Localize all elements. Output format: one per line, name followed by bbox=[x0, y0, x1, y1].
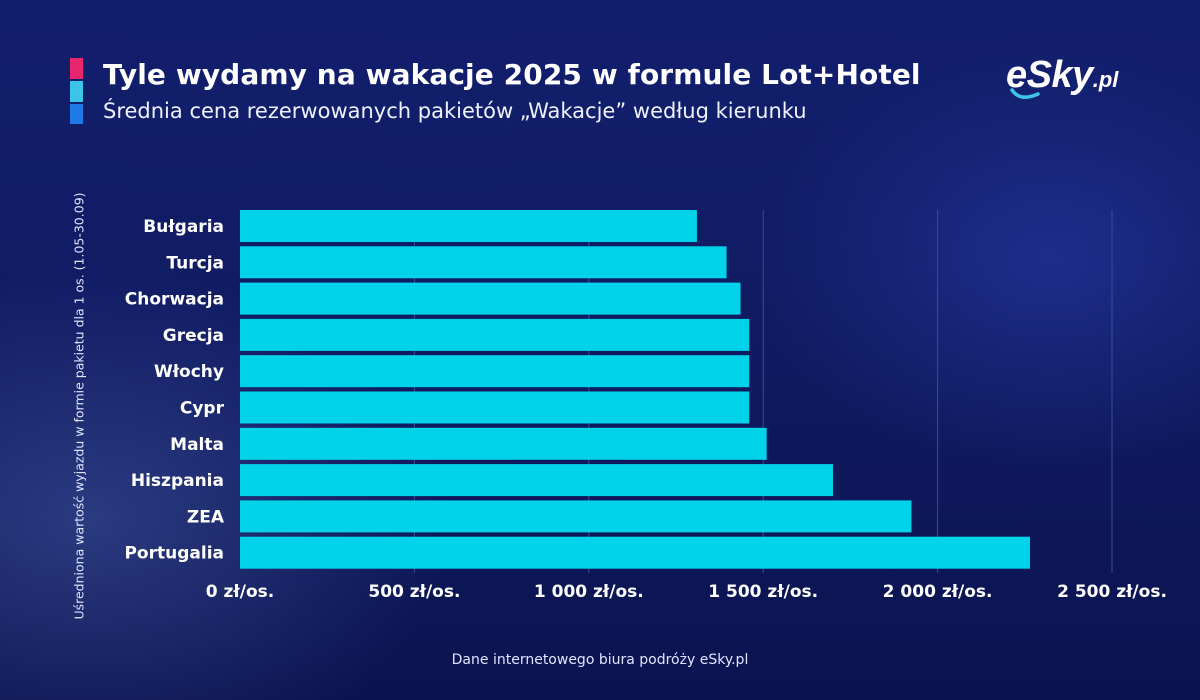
bar bbox=[240, 536, 1031, 569]
x-tick-label: 0 zł/os. bbox=[206, 582, 274, 602]
bar bbox=[240, 318, 750, 351]
bar bbox=[240, 282, 741, 315]
category-label: Cypr bbox=[180, 399, 225, 419]
chart-title: Tyle wydamy na wakacje 2025 w formule Lo… bbox=[103, 58, 921, 91]
category-label: Malta bbox=[170, 435, 224, 455]
category-label: Chorwacja bbox=[125, 290, 224, 310]
bars bbox=[240, 210, 1031, 569]
x-tick-labels: 0 zł/os. 500 zł/os. 1 000 zł/os. 1 500 zł/o… bbox=[206, 582, 1167, 602]
logo-tld: .pl bbox=[1092, 67, 1119, 92]
category-label: Włochy bbox=[154, 362, 224, 382]
bar bbox=[240, 246, 727, 279]
accent-bar-cyan bbox=[70, 81, 83, 102]
category-label: Bułgaria bbox=[143, 217, 224, 237]
esky-logo: eSky.pl bbox=[1006, 54, 1118, 102]
x-tick-label: 1 500 zł/os. bbox=[708, 582, 818, 602]
accent-bar-blue bbox=[70, 104, 83, 124]
chart-subtitle: Średnia cena rezerwowanych pakietów „Wak… bbox=[103, 99, 807, 123]
bar bbox=[240, 210, 697, 242]
x-tick-label: 2 000 zł/os. bbox=[883, 582, 993, 602]
bar bbox=[240, 500, 912, 533]
category-labels: Bułgaria Turcja Chorwacja Grecja Włochy Cypr M… bbox=[124, 217, 224, 564]
category-label: Hiszpania bbox=[131, 471, 224, 491]
category-label: Turcja bbox=[166, 253, 224, 273]
x-tick-label: 1 000 zł/os. bbox=[534, 582, 644, 602]
category-label: Portugalia bbox=[124, 544, 224, 564]
logo-name: eSky bbox=[1006, 54, 1093, 96]
accent-bar-pink bbox=[70, 58, 83, 79]
category-label: Grecja bbox=[163, 326, 224, 346]
x-tick-label: 2 500 zł/os. bbox=[1057, 582, 1167, 602]
category-label: ZEA bbox=[187, 507, 225, 527]
bar bbox=[240, 464, 833, 497]
bar bbox=[240, 427, 767, 460]
bar bbox=[240, 355, 750, 388]
source-note: Dane internetowego biura podróży eSky.pl bbox=[451, 652, 749, 668]
bar bbox=[240, 391, 750, 424]
x-tick-label: 500 zł/os. bbox=[368, 582, 460, 602]
swoosh-icon bbox=[1010, 88, 1040, 99]
